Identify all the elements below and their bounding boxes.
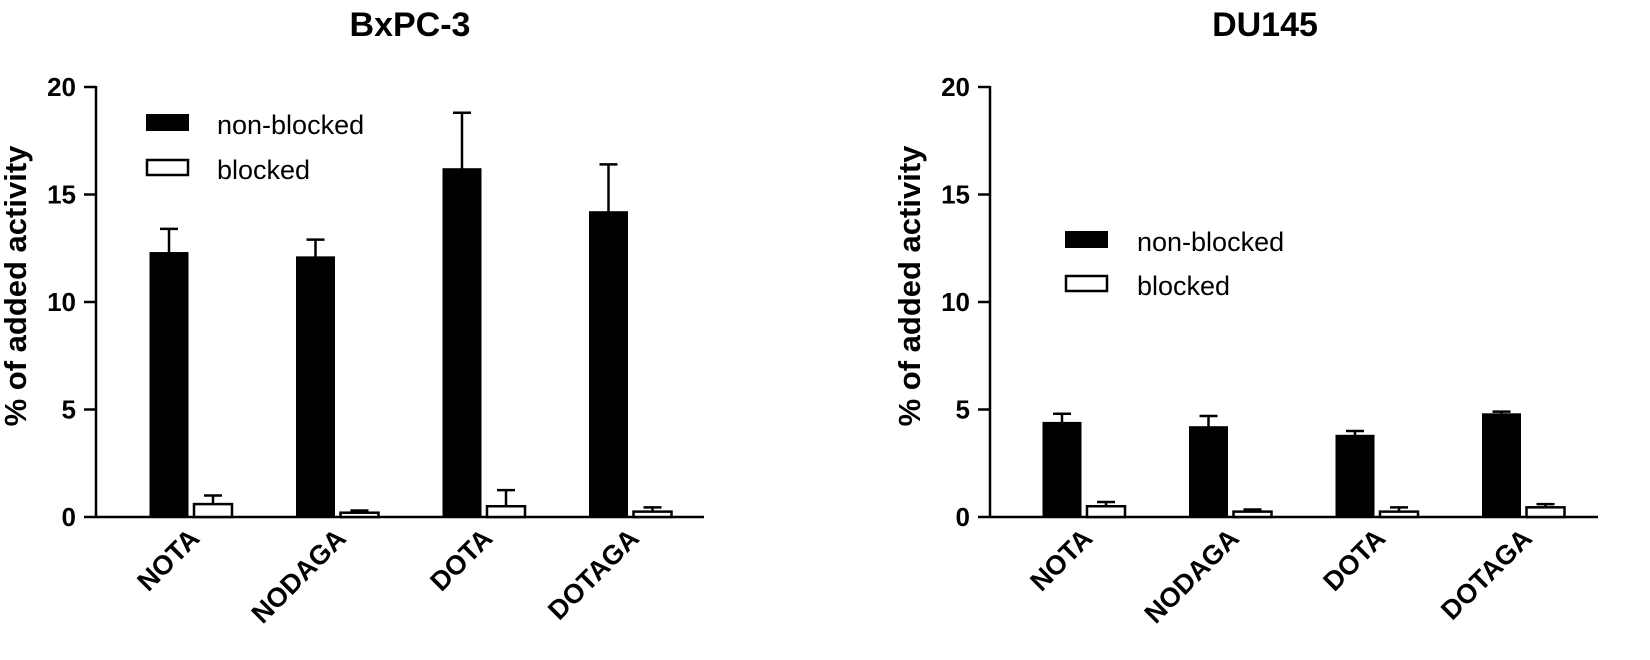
- legend-swatch-blocked: [1064, 274, 1109, 293]
- y-tick-label: 10: [47, 287, 76, 317]
- bar-blocked-dota: [485, 505, 527, 519]
- bar-blocked-nota: [192, 502, 234, 519]
- legend-label-blocked: blocked: [1137, 271, 1230, 301]
- x-tick-label-dotaga: DOTAGA: [542, 523, 645, 626]
- y-tick-label: 5: [956, 395, 970, 425]
- bar-blocked-dota: [1378, 510, 1420, 519]
- y-tick-label: 0: [956, 502, 970, 532]
- legend-swatch-non-blocked: [1065, 231, 1108, 248]
- y-tick-label: 0: [62, 502, 76, 532]
- chart-title: DU145: [1212, 6, 1318, 44]
- y-tick-label: 10: [941, 287, 970, 317]
- legend-label-non-blocked: non-blocked: [1137, 227, 1284, 257]
- x-tick-label-dota: DOTA: [1317, 523, 1391, 597]
- legend-label-non-blocked: non-blocked: [217, 110, 364, 140]
- y-tick-label: 20: [47, 72, 76, 102]
- y-tick-label: 15: [47, 180, 76, 210]
- chart-panel-bxpc3: BxPC-3 % of added activity 0 5 10 15 20 NOTA…: [0, 6, 704, 629]
- x-tick-label-nodaga: NODAGA: [246, 523, 352, 629]
- bar-blocked-dotaga: [1525, 506, 1566, 519]
- bar-non-blocked-dotaga: [589, 211, 628, 518]
- x-tick-labels: NOTA NODAGA DOTA DOTAGA: [1024, 523, 1537, 629]
- bar-non-blocked-nodaga: [296, 256, 335, 518]
- legend-label-blocked: blocked: [217, 155, 310, 185]
- bars: [149, 111, 673, 519]
- x-tick-label-nodaga: NODAGA: [1139, 523, 1245, 629]
- bar-non-blocked-nota: [149, 252, 189, 518]
- bar-blocked-nota: [1085, 505, 1127, 519]
- bar-non-blocked-dota: [1335, 434, 1375, 518]
- bar-blocked-nodaga: [1232, 510, 1273, 519]
- y-tick-label: 5: [62, 395, 76, 425]
- bar-non-blocked-dota: [442, 168, 482, 518]
- legend: non-blocked blocked: [1064, 227, 1284, 301]
- legend-swatch-non-blocked: [146, 114, 189, 131]
- x-tick-labels: NOTA NODAGA DOTA DOTAGA: [131, 523, 644, 629]
- chart-title: BxPC-3: [350, 6, 471, 44]
- y-axis-label: % of added activity: [0, 145, 33, 427]
- bar-non-blocked-dotaga: [1482, 413, 1521, 518]
- bar-non-blocked-nota: [1042, 421, 1082, 518]
- bars: [1042, 410, 1566, 519]
- x-tick-label-dota: DOTA: [424, 523, 498, 597]
- x-tick-label-nota: NOTA: [1024, 523, 1098, 597]
- bar-blocked-dotaga: [632, 510, 673, 519]
- y-tick-label: 20: [941, 72, 970, 102]
- y-axis-label: % of added activity: [892, 145, 927, 427]
- x-tick-label-nota: NOTA: [131, 523, 205, 597]
- bar-blocked-nodaga: [339, 511, 380, 519]
- x-tick-label-dotaga: DOTAGA: [1435, 523, 1538, 626]
- y-tick-label: 15: [941, 180, 970, 210]
- legend-swatch-blocked: [145, 158, 190, 177]
- legend: non-blocked blocked: [145, 110, 364, 185]
- bar-non-blocked-nodaga: [1189, 426, 1228, 518]
